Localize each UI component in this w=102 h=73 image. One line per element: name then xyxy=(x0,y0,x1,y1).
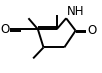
Text: O: O xyxy=(0,23,10,36)
Text: NH: NH xyxy=(67,5,85,18)
Text: O: O xyxy=(87,24,96,37)
